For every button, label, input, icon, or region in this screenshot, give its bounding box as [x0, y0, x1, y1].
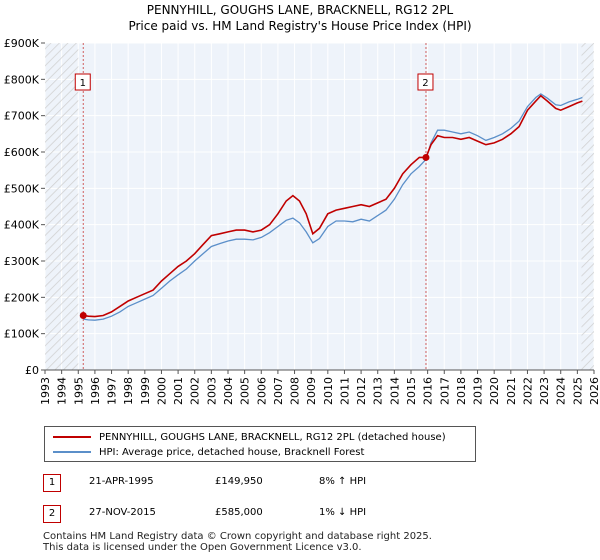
x-tick-label-2026: 2026 [588, 377, 600, 405]
x-tick-label-1993: 1993 [39, 377, 52, 405]
x-tick-label-2005: 2005 [239, 377, 252, 405]
legend-label-property: PENNYHILL, GOUGHS LANE, BRACKNELL, RG12 … [99, 431, 446, 443]
legend-swatch-property [53, 436, 91, 438]
transaction-date-1: 21-APR-1995 [89, 476, 154, 487]
sale-point-1 [79, 312, 87, 320]
sale-badge-label-1: 1 [80, 78, 86, 89]
x-tick-label-2016: 2016 [422, 377, 435, 405]
footer: Contains HM Land Registry data © Crown c… [43, 531, 432, 553]
transaction-hpi-2: 1% ↓ HPI [319, 507, 367, 518]
y-tick-label-5: £500K [4, 182, 40, 195]
x-tick-label-2006: 2006 [255, 377, 268, 405]
sale-badge-1 [74, 73, 91, 91]
x-tick-label-1997: 1997 [106, 377, 119, 405]
legend-item-hpi: HPI: Average price, detached house, Brac… [53, 445, 364, 459]
y-tick-label-6: £600K [4, 146, 40, 159]
y-tick-label-2: £200K [4, 291, 40, 304]
x-tick-label-2010: 2010 [322, 377, 335, 405]
price-chart: 1 2 £0 £100K £200K £300K £400K £500K £600K £700K… [4, 37, 600, 405]
hatch-before [45, 43, 79, 370]
x-tick-label-2024: 2024 [555, 377, 568, 405]
sale-badge-label-2: 2 [422, 78, 428, 89]
legend-swatch-hpi [53, 451, 91, 453]
transaction-row-2: 2 27-NOV-2015 £585,000 1% ↓ HPI [43, 505, 573, 523]
transaction-row-1: 1 21-APR-1995 £149,950 8% ↑ HPI [43, 474, 573, 492]
transaction-price-1: £149,950 [215, 476, 263, 487]
x-tick-label-1996: 1996 [89, 377, 102, 405]
footer-line-2: This data is licensed under the Open Gov… [43, 542, 362, 553]
x-tick-label-2009: 2009 [305, 377, 318, 405]
x-tick-label-2013: 2013 [372, 377, 385, 405]
x-tick-label-2004: 2004 [222, 377, 235, 405]
transaction-date-2: 27-NOV-2015 [89, 507, 156, 518]
y-tick-label-8: £800K [4, 73, 40, 86]
sale-point-2 [422, 153, 430, 161]
x-tick-label-2015: 2015 [405, 377, 418, 405]
property-price-line [83, 94, 583, 318]
transaction-badge-1: 1 [43, 474, 61, 492]
transaction-badge-2: 2 [43, 505, 61, 523]
x-tick-label-2007: 2007 [272, 377, 285, 405]
x-tick-label-2021: 2021 [505, 377, 518, 405]
y-tick-label-0: £0 [25, 364, 39, 377]
x-tick-label-2020: 2020 [488, 377, 501, 405]
transaction-hpi-1: 8% ↑ HPI [319, 476, 367, 487]
x-tick-label-2011: 2011 [338, 377, 351, 405]
x-tick-label-2025: 2025 [571, 377, 584, 405]
footer-line-1: Contains HM Land Registry data © Crown c… [43, 531, 432, 542]
legend: PENNYHILL, GOUGHS LANE, BRACKNELL, RG12 … [44, 426, 476, 462]
x-tick-label-1995: 1995 [72, 377, 85, 405]
x-tick-label-2022: 2022 [521, 377, 534, 405]
legend-item-property: PENNYHILL, GOUGHS LANE, BRACKNELL, RG12 … [53, 430, 446, 444]
y-tick-label-9: £900K [4, 37, 40, 50]
x-tick-label-1994: 1994 [56, 377, 69, 405]
y-tick-label-4: £400K [4, 219, 40, 232]
x-tick-label-2018: 2018 [455, 377, 468, 405]
y-tick-label-1: £100K [4, 328, 40, 341]
x-tick-label-2002: 2002 [189, 377, 202, 405]
hpi-line [83, 93, 583, 321]
x-tick-label-2023: 2023 [538, 377, 551, 405]
x-tick-label-2019: 2019 [472, 377, 485, 405]
x-tick-label-2008: 2008 [289, 377, 302, 405]
x-tick-label-2000: 2000 [155, 377, 168, 405]
x-tick-label-2001: 2001 [172, 377, 185, 405]
x-tick-label-2017: 2017 [438, 377, 451, 405]
x-tick-label-2012: 2012 [355, 377, 368, 405]
transaction-price-2: £585,000 [215, 507, 263, 518]
y-tick-label-3: £300K [4, 255, 40, 268]
x-tick-label-2014: 2014 [388, 377, 401, 405]
legend-label-hpi: HPI: Average price, detached house, Brac… [99, 446, 365, 458]
plot-area [45, 43, 594, 370]
sale-badge-2 [417, 73, 434, 91]
hatch-after [581, 43, 594, 370]
x-tick-label-2003: 2003 [205, 377, 218, 405]
x-tick-label-1998: 1998 [122, 377, 135, 405]
chart-title: PENNYHILL, GOUGHS LANE, BRACKNELL, RG12 … [146, 3, 454, 17]
x-tick-label-1999: 1999 [139, 377, 152, 405]
y-tick-label-7: £700K [4, 110, 40, 123]
chart-subtitle: Price paid vs. HM Land Registry's House … [128, 19, 472, 33]
